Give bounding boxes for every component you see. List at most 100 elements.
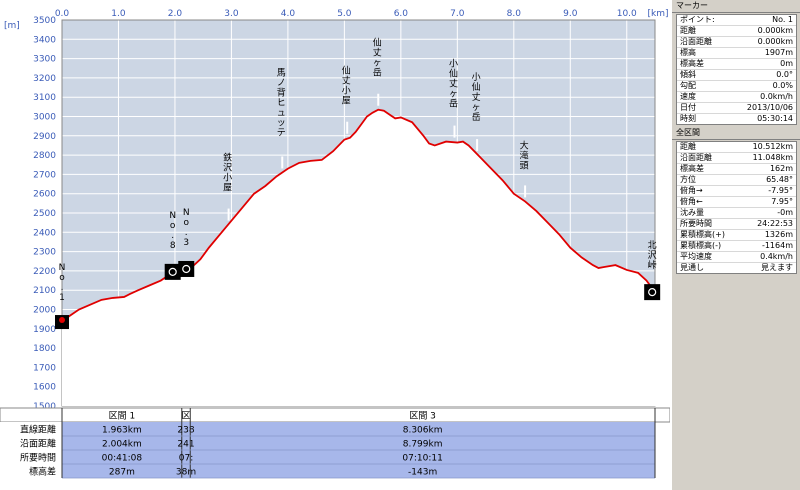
total-row: 沿面距離 11.048km bbox=[677, 153, 796, 164]
marker-row: ポイント: No. 1 bbox=[677, 15, 796, 26]
total-row: 累積標高(+) 1326m bbox=[677, 230, 796, 241]
marker-value: 0.0km/h bbox=[760, 92, 793, 101]
x-tick-label: 0.0 bbox=[55, 9, 70, 19]
waypoint-box bbox=[178, 260, 195, 277]
marker-key: 沿面距離 bbox=[680, 37, 712, 46]
marker-row: 日付 2013/10/06 bbox=[677, 103, 796, 114]
total-value: 11.048km bbox=[752, 153, 793, 162]
marker-row: 距離 0.000km bbox=[677, 26, 796, 37]
x-tick-label: 10.0 bbox=[617, 9, 637, 19]
y-tick-label: 2400 bbox=[33, 228, 56, 238]
total-value: -0m bbox=[777, 208, 793, 217]
total-key: 沿面距離 bbox=[680, 153, 712, 162]
total-value: -7.95° bbox=[768, 186, 793, 195]
waypoint-label: 仙丈小屋 bbox=[342, 65, 351, 107]
segment-value: 8.799km bbox=[403, 440, 443, 450]
x-tick-label: 3.0 bbox=[224, 9, 239, 19]
segment-value: 2.004km bbox=[102, 440, 142, 450]
x-tick-label: 7.0 bbox=[450, 9, 465, 19]
waypoint-label: 仙丈ヶ岳 bbox=[373, 37, 382, 79]
y-tick-label: 3100 bbox=[33, 93, 56, 103]
marker-value: 0m bbox=[780, 59, 793, 68]
total-value: 見えます bbox=[761, 263, 793, 272]
y-tick-label: 2200 bbox=[33, 267, 56, 277]
y-tick-label: 2600 bbox=[33, 190, 56, 200]
waypoint-label: 北沢峠 bbox=[648, 240, 657, 271]
total-key: 累積標高(+) bbox=[680, 230, 725, 239]
waypoint-label: 小仙丈ヶ岳 bbox=[449, 59, 458, 110]
total-value: 10.512km bbox=[752, 142, 793, 151]
waypoint: 小仙丈ヶ岳 bbox=[449, 59, 458, 138]
total-row: 沈み量 -0m bbox=[677, 208, 796, 219]
marker-row: 勾配 0.0% bbox=[677, 81, 796, 92]
waypoint-label: 馬ノ背ヒュッテ bbox=[277, 67, 286, 138]
x-tick-label: 2.0 bbox=[168, 9, 183, 19]
segment-label-bg bbox=[0, 422, 62, 478]
total-row: 累積標高(-) -1164m bbox=[677, 241, 796, 252]
segment-column-header: 区 bbox=[182, 411, 191, 422]
x-tick-label: 4.0 bbox=[281, 9, 296, 19]
marker-value: No. 1 bbox=[772, 15, 793, 24]
marker-value: 0.000km bbox=[757, 26, 793, 35]
total-row: 見通し 見えます bbox=[677, 263, 796, 273]
waypoint: 仙丈小屋 bbox=[342, 65, 351, 134]
total-key: 平均速度 bbox=[680, 252, 712, 261]
waypoint-ring bbox=[648, 288, 657, 297]
segment-column-header: 区間 3 bbox=[409, 411, 436, 422]
y-tick-label: 2700 bbox=[33, 170, 56, 180]
y-tick-label: 1600 bbox=[33, 383, 56, 393]
total-value: -1164m bbox=[761, 241, 793, 250]
y-tick-label: 2100 bbox=[33, 286, 56, 296]
start-dot bbox=[59, 317, 65, 324]
total-key: 距離 bbox=[680, 142, 696, 151]
total-key: 方位 bbox=[680, 175, 696, 184]
marker-value: 05:30:14 bbox=[757, 114, 793, 123]
waypoint-label: 小仙丈ヶ岳 bbox=[472, 72, 481, 123]
profile-area bbox=[62, 109, 656, 407]
segment-row-label: 沿面距離 bbox=[20, 438, 56, 450]
marker-row: 傾斜 0.0° bbox=[677, 70, 796, 81]
marker-value: 0.000km bbox=[757, 37, 793, 46]
marker-key: 標高差 bbox=[680, 59, 704, 68]
total-row: 距離 10.512km bbox=[677, 142, 796, 153]
waypoint: 鉄沢小屋 bbox=[223, 152, 232, 221]
info-sidebar: マーカー ポイント: No. 1 距離 0.000km 沿面距離 0.000km 標高 190… bbox=[672, 0, 800, 490]
marker-key: 距離 bbox=[680, 26, 696, 35]
marker-key: 標高 bbox=[680, 48, 696, 57]
marker-panel-title: マーカー bbox=[672, 0, 800, 13]
segment-header-bg bbox=[0, 407, 670, 423]
y-tick-label: 1700 bbox=[33, 363, 56, 373]
total-row: 平均速度 0.4km/h bbox=[677, 252, 796, 263]
total-key: 標高差 bbox=[680, 164, 704, 173]
segment-value: 00:41:08 bbox=[102, 454, 143, 464]
segment-column-header: 区間 1 bbox=[109, 411, 136, 422]
marker-key: ポイント: bbox=[680, 15, 715, 24]
y-tick-label: 2900 bbox=[33, 132, 56, 142]
total-key: 累積標高(-) bbox=[680, 241, 722, 250]
y-tick-label: 2500 bbox=[33, 209, 56, 219]
segment-row-label: 直線距離 bbox=[20, 424, 56, 436]
waypoint-ring bbox=[168, 267, 177, 276]
segment-value: 1.963km bbox=[102, 426, 142, 436]
total-key: 見通し bbox=[680, 263, 704, 272]
total-key: 所要時間 bbox=[680, 219, 712, 228]
segment-value: 07: bbox=[179, 454, 193, 464]
marker-row: 時刻 05:30:14 bbox=[677, 114, 796, 124]
total-value: 1326m bbox=[764, 230, 793, 239]
y-tick-label: 3300 bbox=[33, 55, 56, 65]
marker-value: 1907m bbox=[764, 48, 793, 57]
total-row: 所要時間 24:22:53 bbox=[677, 219, 796, 230]
y-tick-label: 3200 bbox=[33, 74, 56, 84]
marker-row: 標高 1907m bbox=[677, 48, 796, 59]
y-tick-label: 3500 bbox=[33, 16, 56, 26]
profile-svg: 1500 1600 1700 1800 1900 2000 2100 2200 2300 2400… bbox=[0, 9, 670, 479]
marker-value: 0.0° bbox=[776, 70, 793, 79]
y-tick-label: 1800 bbox=[33, 344, 56, 354]
segment-value: 287m bbox=[109, 468, 135, 478]
marker-value: 0.0% bbox=[772, 81, 793, 90]
